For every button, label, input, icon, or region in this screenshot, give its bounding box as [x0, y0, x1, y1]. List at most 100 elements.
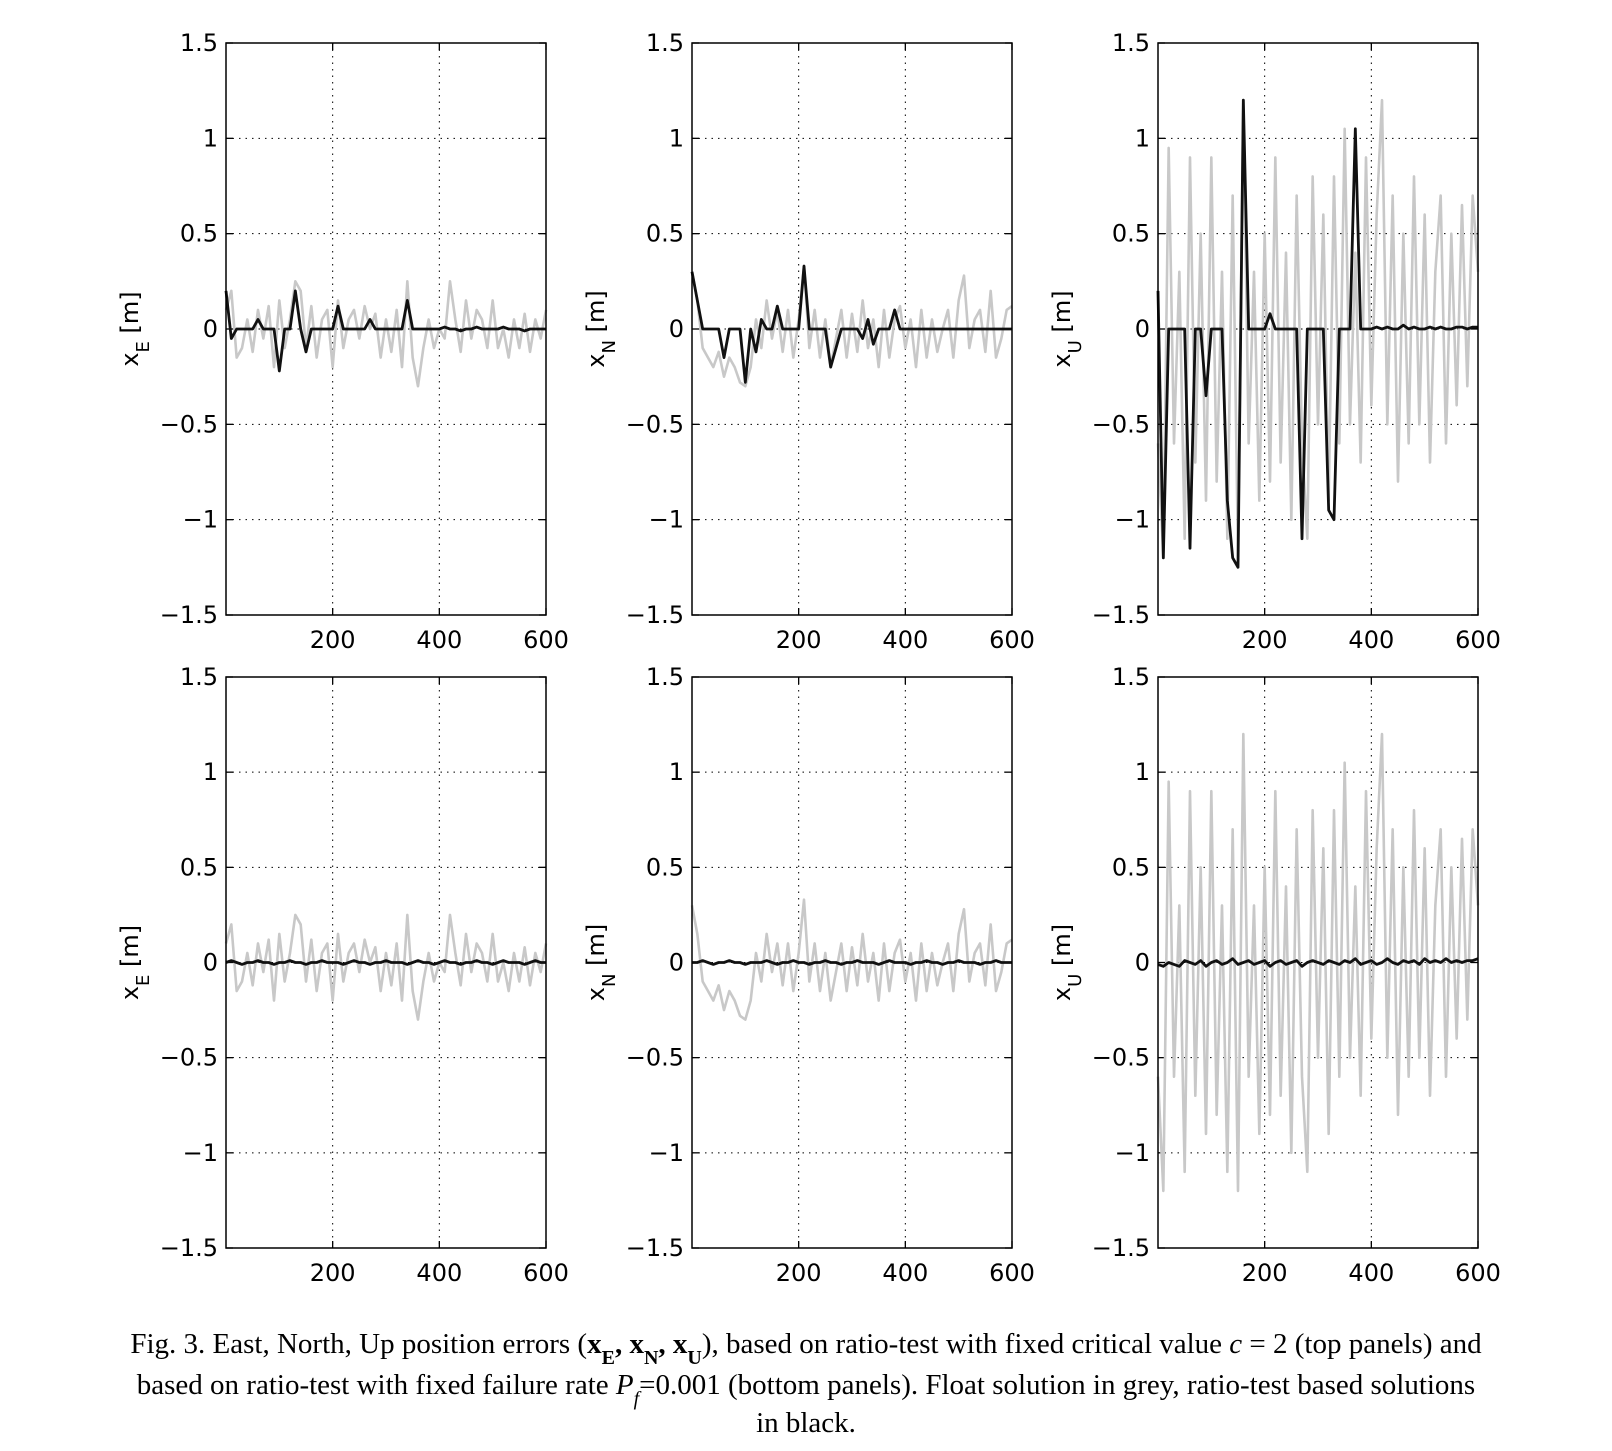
x-tick-label: 400 — [882, 626, 928, 654]
y-label-symbol: x — [1048, 353, 1076, 367]
caption-text: based on ratio-test with fixed failure r… — [137, 1369, 616, 1401]
x-tick-label: 200 — [310, 1259, 356, 1287]
x-tick-label: 600 — [989, 626, 1035, 654]
y-label-symbol: x — [582, 354, 610, 368]
y-axis-label: xN [m] — [582, 924, 620, 1001]
caption-text: Fig. 3. East, North, Up position errors … — [130, 1328, 587, 1360]
data-line — [690, 898, 1013, 1021]
y-tick-label: 0.5 — [1112, 853, 1150, 881]
y-tick-label: −1.5 — [1092, 1234, 1150, 1262]
x-tick-label: 200 — [310, 626, 356, 654]
caption-text: U — [687, 1347, 701, 1369]
y-label-symbol: x — [116, 352, 144, 366]
caption-text: N — [644, 1347, 659, 1369]
x-tick-label: 600 — [989, 1259, 1035, 1287]
y-label-symbol: x — [582, 987, 610, 1001]
axes-frame — [1157, 42, 1479, 616]
x-tick-label: 200 — [776, 626, 822, 654]
caption-text: in black. — [756, 1407, 856, 1439]
data-line — [690, 264, 1013, 388]
data-line — [224, 289, 546, 373]
y-label-symbol: x — [1048, 987, 1076, 1001]
caption-text: =0.001 (bottom panels). Float solution i… — [639, 1369, 1475, 1401]
y-label-subscript: U — [1065, 340, 1086, 353]
y-label-space — [582, 332, 610, 340]
y-tick-label: −1.5 — [626, 1234, 684, 1262]
y-tick-label: 0 — [203, 315, 218, 343]
x-tick-label: 400 — [1348, 1259, 1394, 1287]
x-tick-label: 400 — [416, 626, 462, 654]
y-tick-label: 1.5 — [1112, 29, 1150, 57]
caption-text: , x — [658, 1328, 688, 1360]
x-tick-label: 200 — [776, 1259, 822, 1287]
x-tick-label: 600 — [523, 626, 569, 654]
caption-text: P — [615, 1369, 634, 1401]
x-tick-label: 200 — [1242, 1259, 1288, 1287]
y-tick-label: −1 — [649, 506, 684, 534]
y-label-space — [1048, 333, 1076, 341]
y-tick-label: −1.5 — [160, 1234, 218, 1262]
data-line — [225, 959, 546, 966]
y-tick-label: 1 — [1135, 758, 1150, 786]
y-tick-label: −1 — [649, 1139, 684, 1167]
y-tick-label: 0.5 — [1112, 220, 1150, 248]
y-tick-label: 1.5 — [646, 29, 684, 57]
y-tick-label: 0.5 — [180, 853, 218, 881]
caption-line: Fig. 3. East, North, Up position errors … — [130, 1328, 1482, 1369]
y-label-space — [116, 967, 144, 975]
y-tick-label: −0.5 — [160, 1044, 218, 1072]
y-label-unit: [m] — [582, 290, 610, 332]
y-tick-label: −0.5 — [626, 410, 684, 438]
axes-frame — [1157, 676, 1479, 1249]
caption-text: = 2 (top panels) and — [1242, 1328, 1482, 1360]
caption-text: , x — [615, 1328, 645, 1360]
y-label-unit: [m] — [1048, 924, 1076, 966]
y-tick-label: −1.5 — [626, 601, 684, 629]
y-tick-label: 0.5 — [180, 220, 218, 248]
y-tick-label: 0 — [669, 949, 684, 977]
y-label-subscript: N — [599, 974, 620, 987]
y-tick-label: 0.5 — [646, 220, 684, 248]
caption-line: based on ratio-test with fixed failure r… — [137, 1369, 1475, 1410]
y-axis-label: xN [m] — [582, 290, 620, 367]
data-line — [224, 280, 548, 388]
y-tick-label: 0 — [1135, 315, 1150, 343]
caption-text: f — [634, 1388, 642, 1410]
y-tick-label: 1 — [203, 758, 218, 786]
y-label-subscript: N — [599, 340, 620, 353]
y-tick-label: −1 — [183, 506, 218, 534]
axes-frame — [691, 676, 1013, 1249]
axes-frame — [225, 676, 547, 1249]
y-tick-label: −0.5 — [1092, 410, 1150, 438]
y-tick-label: −0.5 — [160, 410, 218, 438]
y-tick-label: 0.5 — [646, 853, 684, 881]
y-tick-label: −1.5 — [1092, 601, 1150, 629]
x-tick-label: 600 — [1455, 1259, 1501, 1287]
y-label-unit: [m] — [116, 291, 144, 333]
caption-text: E — [602, 1347, 615, 1369]
data-line — [224, 913, 548, 1021]
y-tick-label: 0 — [203, 949, 218, 977]
y-tick-label: −0.5 — [626, 1044, 684, 1072]
y-axis-label: xU [m] — [1048, 290, 1086, 367]
x-tick-label: 600 — [1455, 626, 1501, 654]
y-tick-label: −1 — [183, 1139, 218, 1167]
data-line — [1156, 98, 1478, 569]
data-line — [1156, 98, 1480, 560]
data-line — [1157, 957, 1479, 968]
y-label-space — [116, 333, 144, 341]
axes-frame — [691, 42, 1013, 616]
data-line — [692, 959, 1012, 966]
caption-text: c — [1229, 1328, 1242, 1360]
y-label-symbol: x — [116, 986, 144, 1000]
y-label-unit: [m] — [116, 925, 144, 967]
x-tick-label: 600 — [523, 1259, 569, 1287]
y-label-unit: [m] — [582, 924, 610, 966]
data-line — [1156, 732, 1480, 1193]
y-tick-label: 1.5 — [1112, 663, 1150, 691]
x-tick-label: 400 — [882, 1259, 928, 1287]
y-tick-label: 1 — [669, 124, 684, 152]
y-label-subscript: U — [1065, 974, 1086, 987]
y-tick-label: −1 — [1115, 506, 1150, 534]
y-tick-label: 1 — [203, 124, 218, 152]
